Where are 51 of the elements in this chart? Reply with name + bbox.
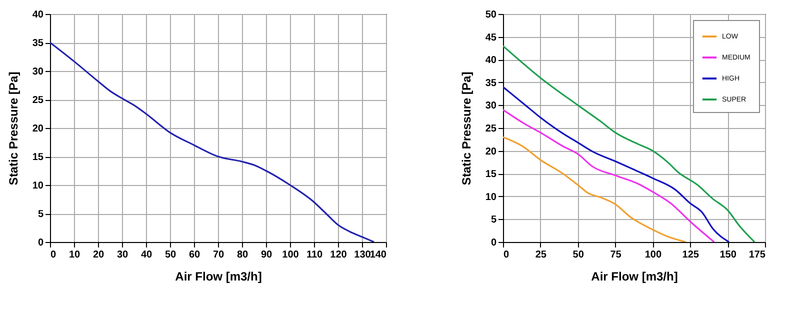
y-tick-label: 25 <box>485 124 497 134</box>
line-series <box>503 136 686 242</box>
y-tick-label: 20 <box>32 124 44 134</box>
x-tick-label: 100 <box>644 250 662 260</box>
x-tick-label: 90 <box>260 250 272 260</box>
x-axis-title: Air Flow [m3/h] <box>591 270 678 284</box>
x-tick-label: 40 <box>140 250 152 260</box>
x-tick-label: 130 <box>354 250 372 260</box>
x-tick-label: 125 <box>682 250 700 260</box>
x-tick-label: 50 <box>164 250 176 260</box>
x-tick-label: 80 <box>236 250 248 260</box>
x-tick-label: 100 <box>282 250 300 260</box>
x-tick-label: 20 <box>92 250 104 260</box>
x-tick-label: 70 <box>212 250 224 260</box>
x-tick-label: 0 <box>50 250 56 260</box>
y-tick-label: 15 <box>32 152 44 163</box>
x-tick-label: 10 <box>68 250 80 260</box>
y-tick-label: 30 <box>32 66 44 78</box>
y-tick-label: 5 <box>490 214 497 226</box>
y-tick-label: 15 <box>485 169 497 180</box>
y-tick-label: 35 <box>32 38 44 49</box>
y-axis-title: Static Pressure [Pa] <box>6 72 20 186</box>
line-series <box>503 108 715 242</box>
y-tick-label: 40 <box>485 55 497 66</box>
y-tick-label: 30 <box>485 100 497 112</box>
y-tick-label: 10 <box>485 192 497 203</box>
y-axis-title: Static Pressure [Pa] <box>459 72 474 186</box>
y-tick-label: 50 <box>485 10 497 20</box>
x-tick-label: 140 <box>370 250 387 260</box>
y-tick-label: 10 <box>32 180 44 192</box>
x-tick-label: 30 <box>116 250 128 260</box>
x-tick-label: 60 <box>188 250 200 260</box>
x-tick-label: 0 <box>504 250 510 260</box>
y-tick-label: 40 <box>32 10 44 20</box>
y-tick-label: 0 <box>38 238 44 248</box>
x-axis-title: Air Flow [m3/h] <box>175 270 262 284</box>
x-tick-label: 120 <box>330 250 348 260</box>
y-tick-label: 0 <box>490 238 497 248</box>
x-tick-label: 175 <box>748 250 766 260</box>
y-tick-label: 20 <box>485 146 497 158</box>
x-tick-label: 110 <box>306 250 323 260</box>
x-tick-label: 50 <box>572 250 584 260</box>
line-series <box>503 45 756 242</box>
y-tick-label: 45 <box>485 32 497 44</box>
line-series <box>50 42 375 242</box>
x-tick-label: 75 <box>610 250 622 260</box>
y-tick-label: 35 <box>485 78 497 89</box>
x-tick-label: 25 <box>535 250 547 260</box>
y-tick-label: 25 <box>32 95 44 106</box>
x-tick-label: 150 <box>720 250 737 260</box>
y-tick-label: 5 <box>38 209 44 220</box>
